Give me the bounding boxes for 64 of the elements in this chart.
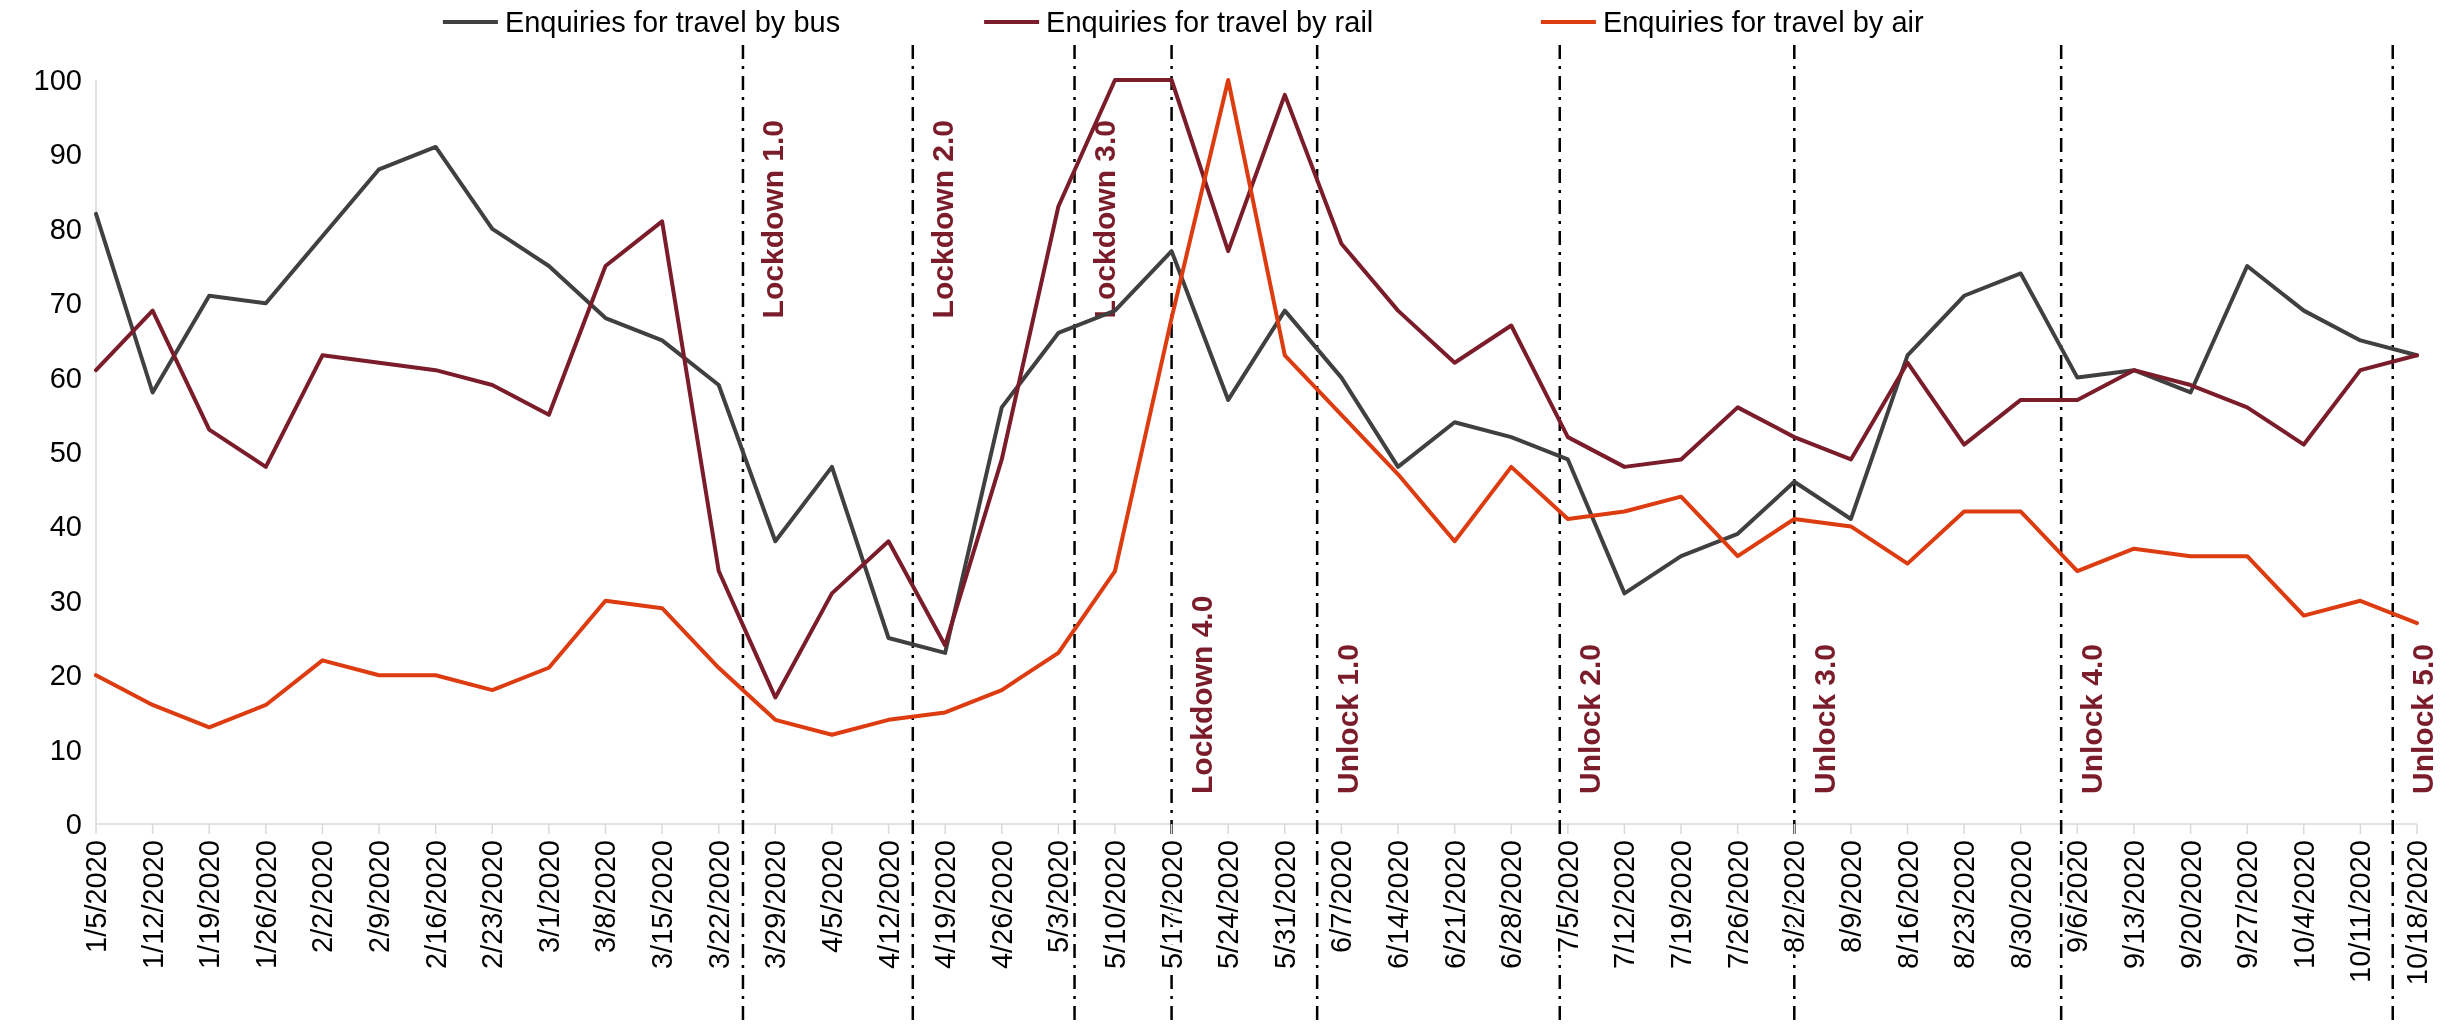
x-tick-label: 3/29/2020 <box>759 840 792 970</box>
ref-line-label: Unlock 5.0 <box>2406 643 2440 794</box>
x-tick-label: 5/10/2020 <box>1098 840 1131 970</box>
ref-line-label: Lockdown 3.0 <box>1088 120 1122 319</box>
ref-line-label: Unlock 4.0 <box>2074 643 2108 794</box>
y-tick-label: 50 <box>49 436 82 468</box>
x-tick-label: 8/30/2020 <box>2004 840 2037 970</box>
y-tick-label: 20 <box>49 659 82 692</box>
x-tick-label: 2/9/2020 <box>363 840 396 953</box>
x-tick-label: 10/4/2020 <box>2287 840 2320 970</box>
x-tick-label: 8/23/2020 <box>1948 840 1981 970</box>
x-tick-label: 4/26/2020 <box>985 840 1018 970</box>
ref-line-label: Unlock 3.0 <box>1807 643 1841 794</box>
x-tick-label: 9/6/2020 <box>2061 840 2094 953</box>
legend-label: Enquiries for travel by bus <box>504 6 841 38</box>
x-tick-label: 5/24/2020 <box>1212 840 1245 970</box>
x-tick-label: 3/22/2020 <box>702 840 735 970</box>
x-tick-label: 9/20/2020 <box>2174 840 2207 970</box>
x-tick-label: 3/8/2020 <box>589 840 622 953</box>
legend-label: Enquiries for travel by air <box>1602 6 1924 38</box>
x-tick-label: 5/31/2020 <box>1268 840 1301 970</box>
legend-label: Enquiries for travel by rail <box>1046 6 1374 38</box>
y-tick-label: 10 <box>49 733 82 766</box>
y-tick-label: 0 <box>65 808 82 840</box>
x-tick-label: 8/9/2020 <box>1834 840 1867 953</box>
ref-line-label: Unlock 2.0 <box>1573 643 1607 794</box>
y-tick-label: 80 <box>49 212 82 245</box>
x-tick-label: 8/16/2020 <box>1891 840 1924 970</box>
x-tick-label: 5/3/2020 <box>1042 840 1075 953</box>
x-tick-label: 4/12/2020 <box>872 840 905 970</box>
x-tick-label: 8/2/2020 <box>1778 840 1811 953</box>
y-tick-label: 40 <box>49 510 82 543</box>
ref-line-label: Lockdown 2.0 <box>926 120 960 319</box>
x-tick-label: 1/26/2020 <box>249 840 282 970</box>
x-tick-label: 4/5/2020 <box>815 840 848 953</box>
x-tick-label: 6/28/2020 <box>1495 840 1528 970</box>
y-tick-label: 70 <box>49 287 82 320</box>
x-tick-label: 1/12/2020 <box>136 840 169 970</box>
x-tick-label: 2/2/2020 <box>306 840 339 953</box>
x-tick-label: 5/17/2020 <box>1155 840 1188 970</box>
x-tick-label: 6/7/2020 <box>1325 840 1358 953</box>
x-tick-label: 1/19/2020 <box>193 840 226 970</box>
x-tick-label: 1/5/2020 <box>80 840 112 953</box>
x-tick-label: 6/21/2020 <box>1438 840 1471 970</box>
x-tick-label: 3/1/2020 <box>532 840 565 953</box>
x-tick-label: 4/19/2020 <box>929 840 962 970</box>
x-tick-label: 10/11/2020 <box>2344 840 2377 983</box>
y-tick-label: 90 <box>49 138 82 171</box>
y-tick-label: 60 <box>49 361 82 394</box>
x-tick-label: 9/27/2020 <box>2231 840 2264 970</box>
x-tick-label: 10/18/2020 <box>2401 840 2433 986</box>
x-tick-label: 7/26/2020 <box>1721 840 1754 970</box>
ref-line-label: Lockdown 1.0 <box>756 120 790 319</box>
ref-line-label: Lockdown 4.0 <box>1185 595 1219 794</box>
ref-line-label: Unlock 1.0 <box>1330 643 1364 794</box>
x-tick-label: 7/12/2020 <box>1608 840 1641 970</box>
y-tick-label: 30 <box>49 584 82 617</box>
y-tick-label: 100 <box>33 64 82 96</box>
x-tick-label: 6/14/2020 <box>1382 840 1415 970</box>
x-tick-label: 3/15/2020 <box>646 840 679 970</box>
x-tick-label: 7/19/2020 <box>1665 840 1698 970</box>
x-tick-label: 2/16/2020 <box>419 840 452 970</box>
x-tick-label: 9/13/2020 <box>2117 840 2150 970</box>
x-tick-label: 2/23/2020 <box>476 840 509 970</box>
